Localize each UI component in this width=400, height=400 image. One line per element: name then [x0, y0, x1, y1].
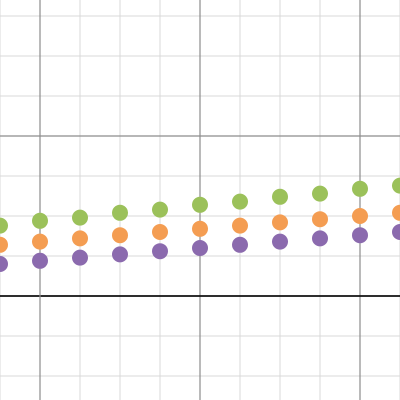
data-point[interactable] [192, 220, 208, 237]
data-point[interactable] [112, 204, 128, 221]
data-point[interactable] [232, 217, 248, 234]
data-point[interactable] [312, 185, 328, 202]
data-point[interactable] [72, 249, 88, 266]
data-point[interactable] [192, 240, 208, 256]
data-point[interactable] [272, 214, 288, 231]
data-point[interactable] [0, 236, 8, 253]
data-point[interactable] [32, 252, 48, 269]
data-point[interactable] [232, 236, 248, 253]
data-point[interactable] [352, 227, 368, 244]
data-point[interactable] [152, 201, 168, 218]
data-point[interactable] [192, 196, 208, 213]
data-point[interactable] [232, 193, 248, 210]
data-point[interactable] [352, 208, 368, 224]
data-point[interactable] [0, 256, 8, 272]
series-2 [0, 204, 400, 253]
data-point[interactable] [112, 246, 128, 263]
data-point[interactable] [72, 209, 88, 226]
data-point[interactable] [272, 233, 288, 250]
series-3 [0, 224, 400, 272]
data-point[interactable] [152, 224, 168, 240]
data-point[interactable] [272, 188, 288, 205]
series-1 [0, 177, 400, 234]
data-point[interactable] [32, 212, 48, 229]
data-point[interactable] [0, 217, 8, 234]
data-point[interactable] [32, 233, 48, 250]
data-point[interactable] [392, 224, 400, 240]
data-points [0, 177, 400, 272]
data-point[interactable] [392, 177, 400, 194]
data-point[interactable] [312, 211, 328, 228]
data-point[interactable] [312, 230, 328, 247]
data-point[interactable] [152, 243, 168, 260]
data-point[interactable] [112, 227, 128, 244]
data-point[interactable] [352, 180, 368, 197]
data-point[interactable] [392, 204, 400, 221]
data-point[interactable] [72, 230, 88, 247]
